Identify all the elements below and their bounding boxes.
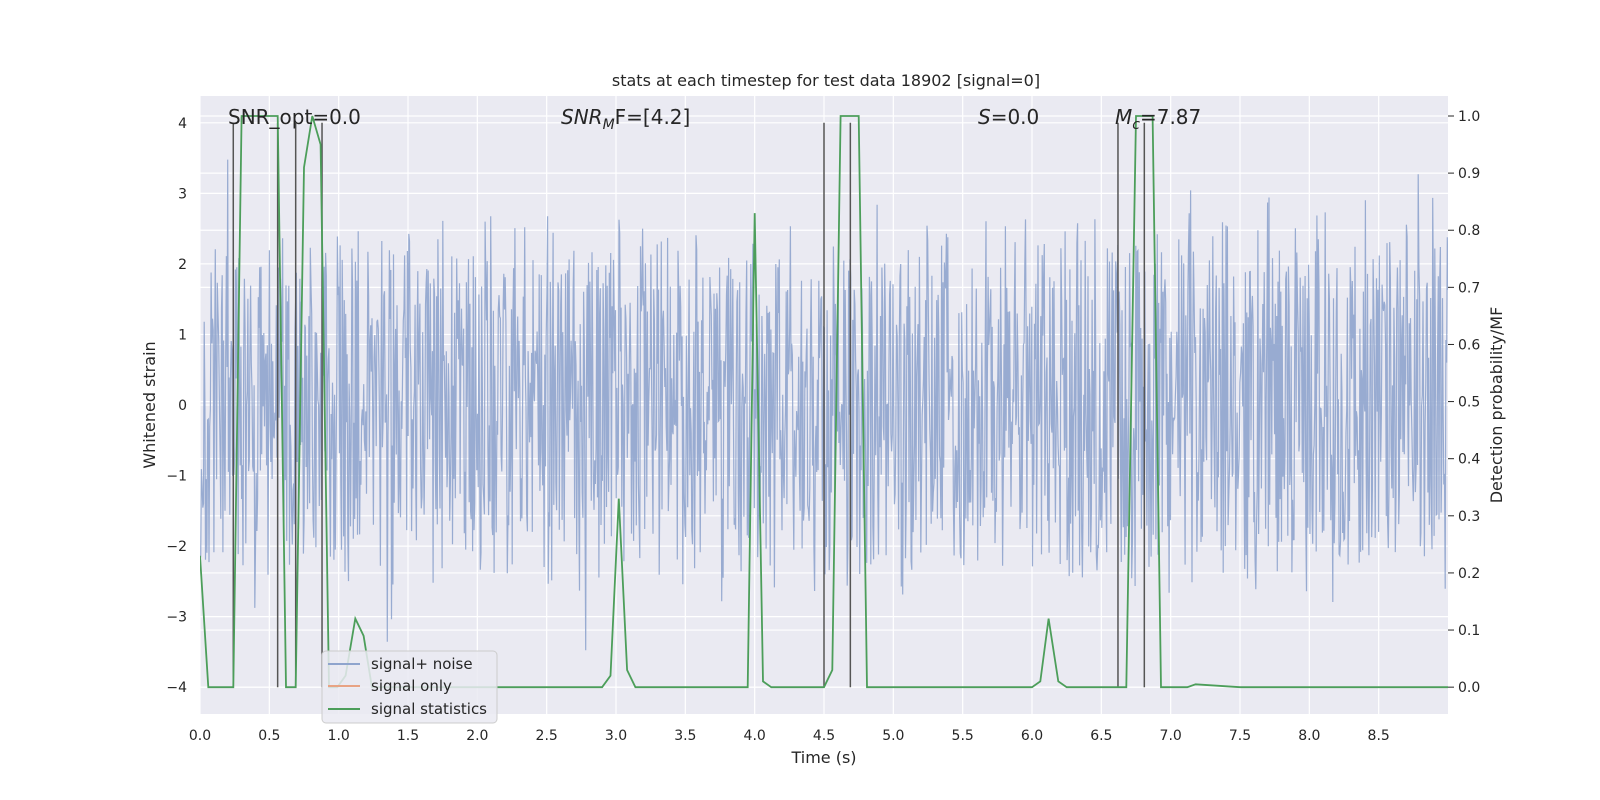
y-left-tick-label: 2 <box>178 257 187 273</box>
x-tick-label: 2.5 <box>536 728 558 744</box>
x-tick-label: 1.5 <box>397 728 419 744</box>
y-left-axis-ticks: 4 3 2 1 0 −1 −2 −3 −4 <box>166 116 187 696</box>
x-tick-label: 5.0 <box>882 728 904 744</box>
y-right-tick-label: 0.6 <box>1458 337 1480 353</box>
chart-title: stats at each timestep for test data 189… <box>612 71 1040 90</box>
legend-label-signal-only: signal only <box>371 677 452 695</box>
annotation-chirp-mass: Mc=7.87 <box>1115 105 1201 133</box>
y-right-tick-label: 0.0 <box>1458 680 1480 696</box>
legend-label-signal-noise: signal+ noise <box>371 655 473 673</box>
x-tick-label: 0.5 <box>258 728 280 744</box>
x-tick-label: 8.0 <box>1298 728 1320 744</box>
annotation-s-stat: S=0.0 <box>978 105 1039 129</box>
y-right-tick-label: 0.9 <box>1458 166 1480 182</box>
y-right-tick-label: 0.2 <box>1458 566 1480 582</box>
legend: signal+ noise signal only signal statist… <box>321 650 498 724</box>
x-tick-label: 0.0 <box>189 728 211 744</box>
y-left-tick-label: −2 <box>166 539 187 555</box>
y-left-tick-label: −1 <box>166 469 187 485</box>
y-right-tick-label: 0.4 <box>1458 452 1480 468</box>
annotation-snr-mf: SNRMF=[4.2] <box>561 105 690 133</box>
x-tick-label: 6.5 <box>1090 728 1112 744</box>
x-axis-label: Time (s) <box>790 748 856 767</box>
x-tick-label: 4.0 <box>744 728 766 744</box>
y-right-tick-label: 0.3 <box>1458 509 1480 525</box>
y-right-tick-label: 1.0 <box>1458 109 1480 125</box>
x-tick-label: 6.0 <box>1021 728 1043 744</box>
x-tick-label: 3.0 <box>605 728 627 744</box>
x-tick-label: 7.0 <box>1160 728 1182 744</box>
y-left-tick-label: −4 <box>166 680 187 696</box>
snr-mf-sub: M <box>603 117 615 133</box>
x-tick-label: 2.0 <box>466 728 488 744</box>
y-right-tick-label: 0.8 <box>1458 223 1480 239</box>
x-tick-label: 4.5 <box>813 728 835 744</box>
y-left-axis-label: Whitened strain <box>140 341 159 468</box>
mc-sub: c <box>1132 117 1140 133</box>
snr-mf-rest: F=[4.2] <box>615 105 691 129</box>
y-left-tick-label: 3 <box>178 186 187 202</box>
y-right-tick-label: 0.5 <box>1458 395 1480 411</box>
series-signal-statistics <box>200 115 1448 689</box>
snr-mf-base: SNR <box>561 105 603 129</box>
annotation-snr-opt: SNR_opt=0.0 <box>228 105 361 129</box>
y-left-tick-label: −3 <box>166 610 187 626</box>
s-stat-base: S <box>978 105 991 129</box>
mc-rest: =7.87 <box>1140 105 1201 129</box>
x-axis-ticks: 0.0 0.5 1.0 1.5 2.0 2.5 3.0 3.5 4.0 4.5 5.0 5.5 6.0 6… <box>189 728 1390 744</box>
x-tick-label: 8.5 <box>1368 728 1390 744</box>
legend-label-signal-statistics: signal statistics <box>371 700 487 718</box>
y-right-tick-label: 0.1 <box>1458 623 1480 639</box>
s-stat-rest: =0.0 <box>991 105 1040 129</box>
y-right-axis-label: Detection probability/MF <box>1487 307 1506 504</box>
x-tick-label: 5.5 <box>952 728 974 744</box>
y-right-tick-label: 0.7 <box>1458 280 1480 296</box>
legend-box <box>321 650 498 724</box>
y-left-tick-label: 4 <box>178 116 187 132</box>
x-tick-label: 7.5 <box>1229 728 1251 744</box>
y-left-tick-label: 1 <box>178 327 187 343</box>
mc-base: M <box>1115 105 1132 129</box>
y-right-axis-ticks: 1.0 0.9 0.8 0.7 0.6 0.5 0.4 0.3 0.2 0.1 0.0 <box>1448 109 1480 696</box>
y-left-tick-label: 0 <box>178 398 187 414</box>
x-tick-label: 3.5 <box>674 728 696 744</box>
x-tick-label: 1.0 <box>328 728 350 744</box>
